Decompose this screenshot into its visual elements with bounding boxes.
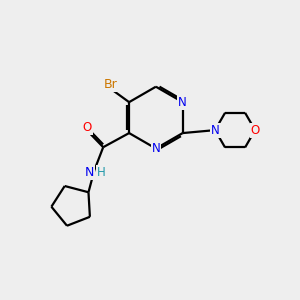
Text: O: O <box>83 121 92 134</box>
Text: N: N <box>152 142 160 155</box>
Text: Br: Br <box>103 78 117 91</box>
Text: H: H <box>97 166 105 179</box>
Text: N: N <box>84 166 94 179</box>
Text: O: O <box>250 124 260 136</box>
Text: N: N <box>211 124 220 136</box>
Text: N: N <box>178 96 187 109</box>
